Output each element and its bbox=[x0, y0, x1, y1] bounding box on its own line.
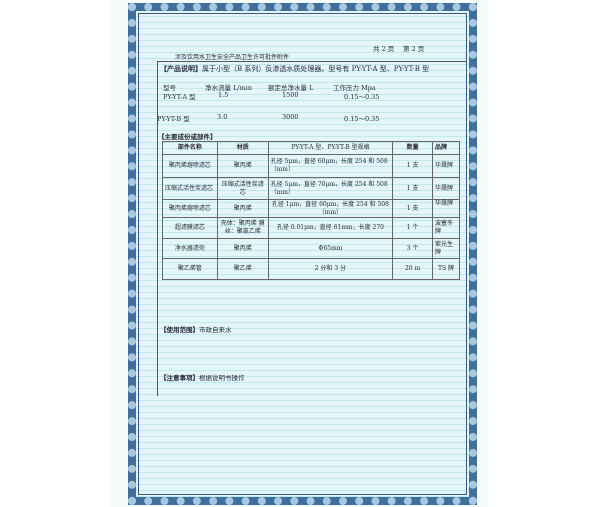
cell-spec: 孔径 0.01μm，直径 61mm，长度 270 bbox=[267, 217, 394, 239]
cell-brand: 华晟牌 bbox=[432, 199, 460, 218]
cell-material: 聚乙烯 bbox=[216, 258, 269, 280]
usage-scope: 【使用范围】市政自来水 bbox=[160, 324, 232, 334]
cell-spec: 孔径 5μm，直径 60μm，长度 254 和 508（mm） bbox=[267, 154, 394, 178]
usage-label: 【使用范围】 bbox=[160, 326, 199, 334]
usage-text: 市政自来水 bbox=[199, 326, 232, 334]
cell-qty: 20 m bbox=[392, 258, 434, 280]
spec-model: PY-YT-B 型 bbox=[157, 115, 190, 123]
spec-model: PY-YT-A 型 bbox=[163, 93, 196, 101]
product-description-text: 属于小型（B 系列）反渗透水质处理器。型号有 PY-YT-A 型、PY-YT-B… bbox=[202, 65, 430, 73]
cell-material: 压缩式活性炭滤芯 bbox=[216, 177, 269, 200]
page-total: 共 2 页 bbox=[373, 45, 395, 53]
spec-volume: 1500 bbox=[282, 91, 299, 99]
cell-part: 聚乙烯管 bbox=[162, 258, 218, 280]
cell-qty: 1 个 bbox=[392, 217, 434, 239]
product-description-label: 【产品说明】 bbox=[160, 64, 202, 73]
notes: 【注意事项】根据说明书操作 bbox=[160, 372, 245, 382]
cell-spec: 孔径 1μm，直径 60μm，长度 254 和 508（mm） bbox=[267, 199, 394, 218]
cell-qty: 3 个 bbox=[392, 238, 434, 259]
header-cell: 材质 bbox=[216, 141, 269, 155]
spec-pressure: 0.15～0.35 bbox=[344, 93, 380, 101]
header-cell: PY-YT-A 型、PY-YT-B 型规格 bbox=[267, 141, 394, 155]
cell-material: 聚丙烯 bbox=[216, 199, 269, 218]
cell-spec: Φ65mm bbox=[267, 238, 394, 259]
spec-flow: 1.5 bbox=[218, 91, 229, 99]
cell-part: 聚丙烯熔喷滤芯 bbox=[162, 199, 218, 218]
spec-header-volume: 额定总净水量 L bbox=[268, 84, 314, 92]
spec-pressure: 0.15～0.35 bbox=[344, 115, 380, 123]
cell-brand: 华晟牌 bbox=[432, 177, 460, 200]
page-current: 第 2 页 bbox=[403, 45, 425, 53]
cell-material: 聚丙烯 bbox=[216, 154, 269, 178]
cell-brand: TS 牌 bbox=[432, 258, 460, 280]
table-row: 聚乙烯管 聚乙烯 2 分和 3 分 20 m TS 牌 bbox=[162, 258, 460, 280]
spec-flow: 3.0 bbox=[217, 113, 228, 121]
cell-qty: 1 支 bbox=[392, 199, 434, 218]
table-row: 净水器滤壳 聚丙烯 Φ65mm 3 个 紫光生牌 bbox=[162, 238, 460, 259]
cell-qty: 1 支 bbox=[392, 177, 434, 200]
table-row: 压缩式活性炭滤芯 压缩式活性炭滤芯 孔径 5μm，直径 70μm，长度 254 … bbox=[162, 177, 460, 200]
cell-part: 压缩式活性炭滤芯 bbox=[162, 177, 218, 200]
spec-header-flow: 净水流量 L/min bbox=[205, 84, 253, 92]
table-header-row: 部件名称 材质 PY-YT-A 型、PY-YT-B 型规格 数量 品牌 bbox=[162, 141, 460, 155]
header-cell: 数量 bbox=[392, 141, 434, 155]
table-row: 聚丙烯熔喷滤芯 聚丙烯 孔径 1μm，直径 60μm，长度 254 和 508（… bbox=[162, 199, 460, 218]
content-frame bbox=[157, 61, 467, 396]
product-description: 【产品说明】属于小型（B 系列）反渗透水质处理器。型号有 PY-YT-A 型、P… bbox=[160, 64, 429, 74]
cell-part: 聚丙烯熔喷滤芯 bbox=[162, 154, 218, 178]
notes-label: 【注意事项】 bbox=[160, 374, 199, 382]
spec-header-pressure: 工作压力 Mpa bbox=[333, 84, 376, 92]
spec-header-model: 型号 bbox=[163, 84, 176, 92]
cell-qty: 1 支 bbox=[392, 154, 434, 178]
notes-text: 根据说明书操作 bbox=[199, 374, 245, 382]
cell-brand: 紫光生牌 bbox=[432, 238, 460, 259]
cell-spec: 孔径 5μm，直径 70μm，长度 254 和 508（mm） bbox=[267, 177, 394, 200]
cell-part: 超滤膜滤芯 bbox=[162, 217, 218, 239]
cell-spec: 2 分和 3 分 bbox=[267, 258, 394, 280]
table-row: 聚丙烯熔喷滤芯 聚丙烯 孔径 5μm，直径 60μm，长度 254 和 508（… bbox=[162, 154, 460, 178]
cell-material: 壳体：聚丙烯 膜丝：聚氯乙烯 bbox=[216, 217, 269, 239]
cell-material: 聚丙烯 bbox=[216, 238, 269, 259]
cell-brand: 华晟牌 bbox=[432, 154, 460, 178]
cell-brand: 波塞冬牌 bbox=[432, 217, 460, 239]
header-cell: 品牌 bbox=[432, 141, 460, 155]
components-table: 部件名称 材质 PY-YT-A 型、PY-YT-B 型规格 数量 品牌 聚丙烯熔… bbox=[162, 141, 460, 280]
cell-part: 净水器滤壳 bbox=[162, 238, 218, 259]
components-label: 【主要成份或部件】 bbox=[158, 133, 217, 141]
table-row: 超滤膜滤芯 壳体：聚丙烯 膜丝：聚氯乙烯 孔径 0.01μm，直径 61mm，长… bbox=[162, 217, 460, 239]
header-cell: 部件名称 bbox=[162, 141, 218, 155]
document-title: 涉及饮用水卫生安全产品卫生许可批件附件 bbox=[175, 54, 290, 61]
spec-volume: 3000 bbox=[282, 113, 299, 121]
